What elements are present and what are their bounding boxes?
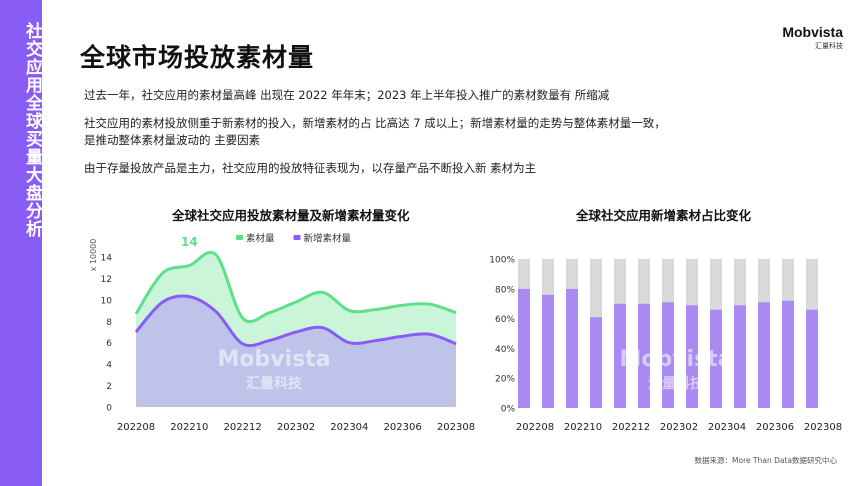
bar-remainder: [662, 259, 674, 303]
series-line-1: [134, 250, 457, 324]
chart2-ytick-label: 80%: [495, 285, 515, 295]
bar-remainder: [758, 259, 770, 303]
chart1-ylabel: x 10000: [89, 239, 98, 272]
chart1-ytick-label: 2: [106, 382, 112, 392]
bar-remainder: [518, 259, 530, 289]
chart2-ytick-label: 60%: [495, 315, 515, 325]
source-note: 数据来源：More Than Data数据研究中心: [694, 456, 837, 465]
chart1-peak-label: 14: [181, 235, 198, 249]
chart2-xtick-label: 202208: [516, 422, 554, 433]
chart1-ytick-label: 12: [101, 275, 112, 285]
bar-new-share: [782, 300, 794, 408]
chart2-xtick-label: 202210: [564, 422, 602, 433]
watermark-sub: 汇量科技: [648, 375, 705, 392]
bar-new-share: [614, 303, 626, 408]
chart1-ytick-label: 0: [106, 404, 112, 414]
chart1-xtick-label: 202306: [384, 422, 422, 433]
page-title: 全球市场投放素材量: [80, 43, 315, 72]
bar-new-share: [734, 305, 746, 408]
chart1-xtick-label: 202208: [117, 422, 155, 433]
chart2-ytick-label: 40%: [495, 345, 515, 355]
sidebar: 社交应用全球买量大盘分析: [0, 0, 42, 486]
brand-logo: Mobvista 汇量科技: [782, 24, 843, 51]
legend-swatch-1: [236, 235, 243, 240]
paragraph-1: 过去一年，社交应用的素材量高峰 出现在 2022 年年末；2023 年上半年投入…: [84, 88, 610, 102]
chart2-xtick-label: 202306: [756, 422, 794, 433]
series-line-2: [134, 294, 457, 348]
sidebar-title: 社交应用全球买量大盘分析: [22, 22, 42, 238]
chart1-ytick-label: 6: [106, 339, 112, 349]
bar-remainder: [542, 259, 554, 295]
chart1-xtick-label: 202304: [330, 422, 368, 433]
chart2-title: 全球社交应用新增素材占比变化: [576, 208, 752, 223]
bar-remainder: [686, 259, 698, 306]
bar-new-share: [710, 309, 722, 408]
chart1-ytick-label: 10: [101, 296, 113, 306]
bar-new-share: [590, 317, 602, 408]
bar-remainder: [734, 259, 746, 306]
chart2-xtick-label: 202308: [804, 422, 842, 433]
bar-new-share: [638, 303, 650, 408]
bar-remainder: [614, 259, 626, 304]
bar-new-share: [542, 294, 554, 408]
series-area-1: [136, 252, 456, 407]
paragraph-2a: 社交应用的素材投放侧重于新素材的投入，新增素材的占 比高达 7 成以上；新增素材…: [84, 116, 666, 130]
watermark-brand: Mobvista: [619, 347, 732, 372]
chart1-ytick-label: 8: [106, 318, 112, 328]
chart1-xtick-label: 202308: [437, 422, 475, 433]
chart1-ytick-label: 14: [101, 254, 113, 264]
logo-text: Mobvista: [782, 24, 843, 40]
chart1-xtick-label: 202302: [277, 422, 315, 433]
bar-remainder: [590, 259, 602, 318]
legend-label-2: 新增素材量: [304, 233, 352, 245]
paragraph-3: 由于存量投放产品是主力，社交应用的投放特征表现为，以存量产品不断投入新 素材为主: [84, 161, 537, 175]
watermark-sub: 汇量科技: [246, 375, 303, 392]
chart2-xtick-label: 202212: [612, 422, 650, 433]
chart2-ytick-label: 0%: [501, 405, 516, 415]
chart1-title: 全球社交应用投放素材量及新增素材量变化: [172, 208, 410, 223]
bar-new-share: [806, 309, 818, 408]
bar-remainder: [638, 259, 650, 304]
bar-new-share: [758, 302, 770, 408]
logo-subtext: 汇量科技: [815, 42, 843, 50]
chart2-ytick-label: 20%: [495, 375, 515, 385]
paragraph-2b: 是推动整体素材量波动的 主要因素: [84, 133, 261, 147]
bar-new-share: [518, 288, 530, 408]
bar-remainder: [710, 259, 722, 310]
bar-new-share: [662, 302, 674, 408]
bar-remainder: [806, 259, 818, 310]
legend-label-1: 素材量: [246, 233, 275, 245]
bar-new-share: [566, 288, 578, 408]
bar-remainder: [782, 259, 794, 301]
chart1-xtick-label: 202210: [170, 422, 208, 433]
bar-new-share: [686, 305, 698, 408]
chart2-xtick-label: 202304: [708, 422, 746, 433]
bar-remainder: [566, 259, 578, 289]
chart2-ytick-label: 100%: [489, 256, 515, 266]
chart2-xtick-label: 202302: [660, 422, 698, 433]
chart1-xtick-label: 202212: [224, 422, 262, 433]
series-area-2: [136, 295, 456, 407]
watermark-brand: Mobvista: [217, 347, 330, 372]
legend-swatch-2: [293, 235, 301, 240]
chart1-ytick-label: 4: [106, 361, 112, 371]
